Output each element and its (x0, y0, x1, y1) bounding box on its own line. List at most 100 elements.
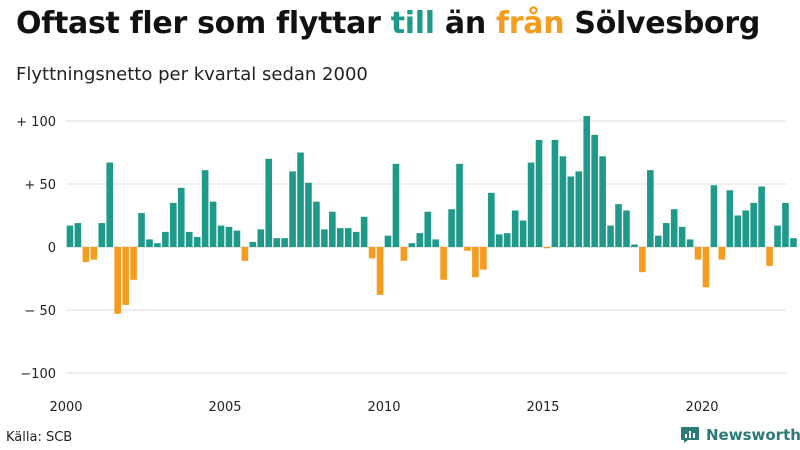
bar (631, 244, 638, 247)
bar (74, 223, 82, 247)
chart-title: Oftast fler som flyttar till än från Söl… (16, 6, 760, 41)
bar (265, 158, 273, 247)
bar (686, 239, 694, 247)
bar (718, 247, 726, 260)
bar (790, 238, 797, 247)
bar (281, 238, 288, 247)
bar (162, 231, 169, 247)
bar (742, 210, 750, 247)
source-note: Källa: SCB (6, 430, 73, 445)
bar (639, 247, 646, 273)
bar (647, 170, 654, 247)
bar (114, 247, 121, 314)
bar (233, 230, 241, 247)
newsworthy-logo-icon (681, 427, 699, 443)
y-tick-label: − 50 (24, 304, 56, 319)
x-tick-label: 2000 (49, 400, 82, 415)
bar (480, 247, 487, 270)
bar (368, 247, 376, 259)
bar (519, 220, 527, 247)
bar (726, 190, 734, 247)
bar (678, 226, 686, 247)
bar (289, 171, 296, 247)
bar (360, 216, 368, 247)
bar (154, 243, 161, 247)
bar (201, 170, 209, 247)
bar (710, 185, 718, 247)
bar (472, 247, 479, 278)
brand-name: Newsworthy (706, 426, 800, 444)
bar (313, 201, 320, 247)
bar (758, 186, 765, 247)
bar (170, 202, 177, 247)
bar (185, 231, 193, 247)
bar (599, 156, 606, 247)
brand-logo: Newsworthy (680, 426, 800, 444)
bar (177, 187, 185, 247)
bar (432, 239, 439, 247)
bar (488, 192, 495, 247)
bar (567, 176, 575, 247)
y-axis: + 100 + 50 0 − 50 −100 (16, 115, 56, 382)
y-tick-label: 0 (48, 241, 56, 256)
x-tick-label: 2015 (526, 400, 559, 415)
bar (400, 247, 408, 261)
bar (241, 247, 249, 261)
bar (273, 238, 280, 247)
bar (130, 247, 137, 280)
bar (344, 228, 352, 247)
bar (98, 223, 106, 247)
bar (384, 235, 392, 247)
bar (623, 210, 630, 247)
bar (702, 247, 710, 288)
bar (583, 115, 591, 248)
y-tick-label: −100 (20, 367, 56, 382)
bar (249, 241, 257, 247)
bar (66, 225, 74, 247)
bar (670, 209, 678, 247)
bar (654, 235, 662, 247)
bar (591, 134, 598, 247)
bar (408, 243, 416, 247)
bar (392, 163, 400, 247)
title-word-till: till (390, 6, 435, 41)
bar (543, 247, 551, 249)
x-tick-label: 2010 (367, 400, 400, 415)
title-part1: Oftast fler som flyttar (16, 6, 391, 41)
bar (416, 233, 424, 247)
bar (106, 162, 114, 247)
bar (321, 229, 328, 247)
bar (607, 225, 614, 247)
bar (217, 225, 225, 247)
bar (535, 139, 543, 247)
bar (424, 211, 432, 247)
bar (146, 239, 153, 247)
bar (464, 247, 471, 251)
bar (82, 247, 90, 263)
bar (225, 226, 233, 247)
bar (122, 247, 129, 305)
bar (774, 225, 781, 247)
bar (305, 182, 312, 247)
bar (559, 156, 567, 247)
bar (448, 209, 455, 247)
bar (440, 247, 447, 280)
y-tick-label: + 100 (16, 115, 56, 130)
bar (352, 231, 360, 247)
bars (66, 115, 797, 314)
bar (456, 163, 463, 247)
bar (336, 228, 344, 247)
x-tick-label: 2005 (208, 400, 241, 415)
bar (551, 139, 559, 247)
bar (297, 152, 304, 247)
bar (782, 202, 789, 247)
y-tick-label: + 50 (24, 178, 56, 193)
bar (329, 211, 336, 247)
bar (575, 171, 583, 247)
title-part3: Sölvesborg (564, 6, 761, 41)
bar (750, 202, 757, 247)
bar (495, 234, 503, 247)
bar-chart: + 100 + 50 0 − 50 −100 2000 2005 2010 2015 2020 (16, 115, 797, 415)
bar (138, 212, 145, 247)
bar (662, 223, 670, 247)
